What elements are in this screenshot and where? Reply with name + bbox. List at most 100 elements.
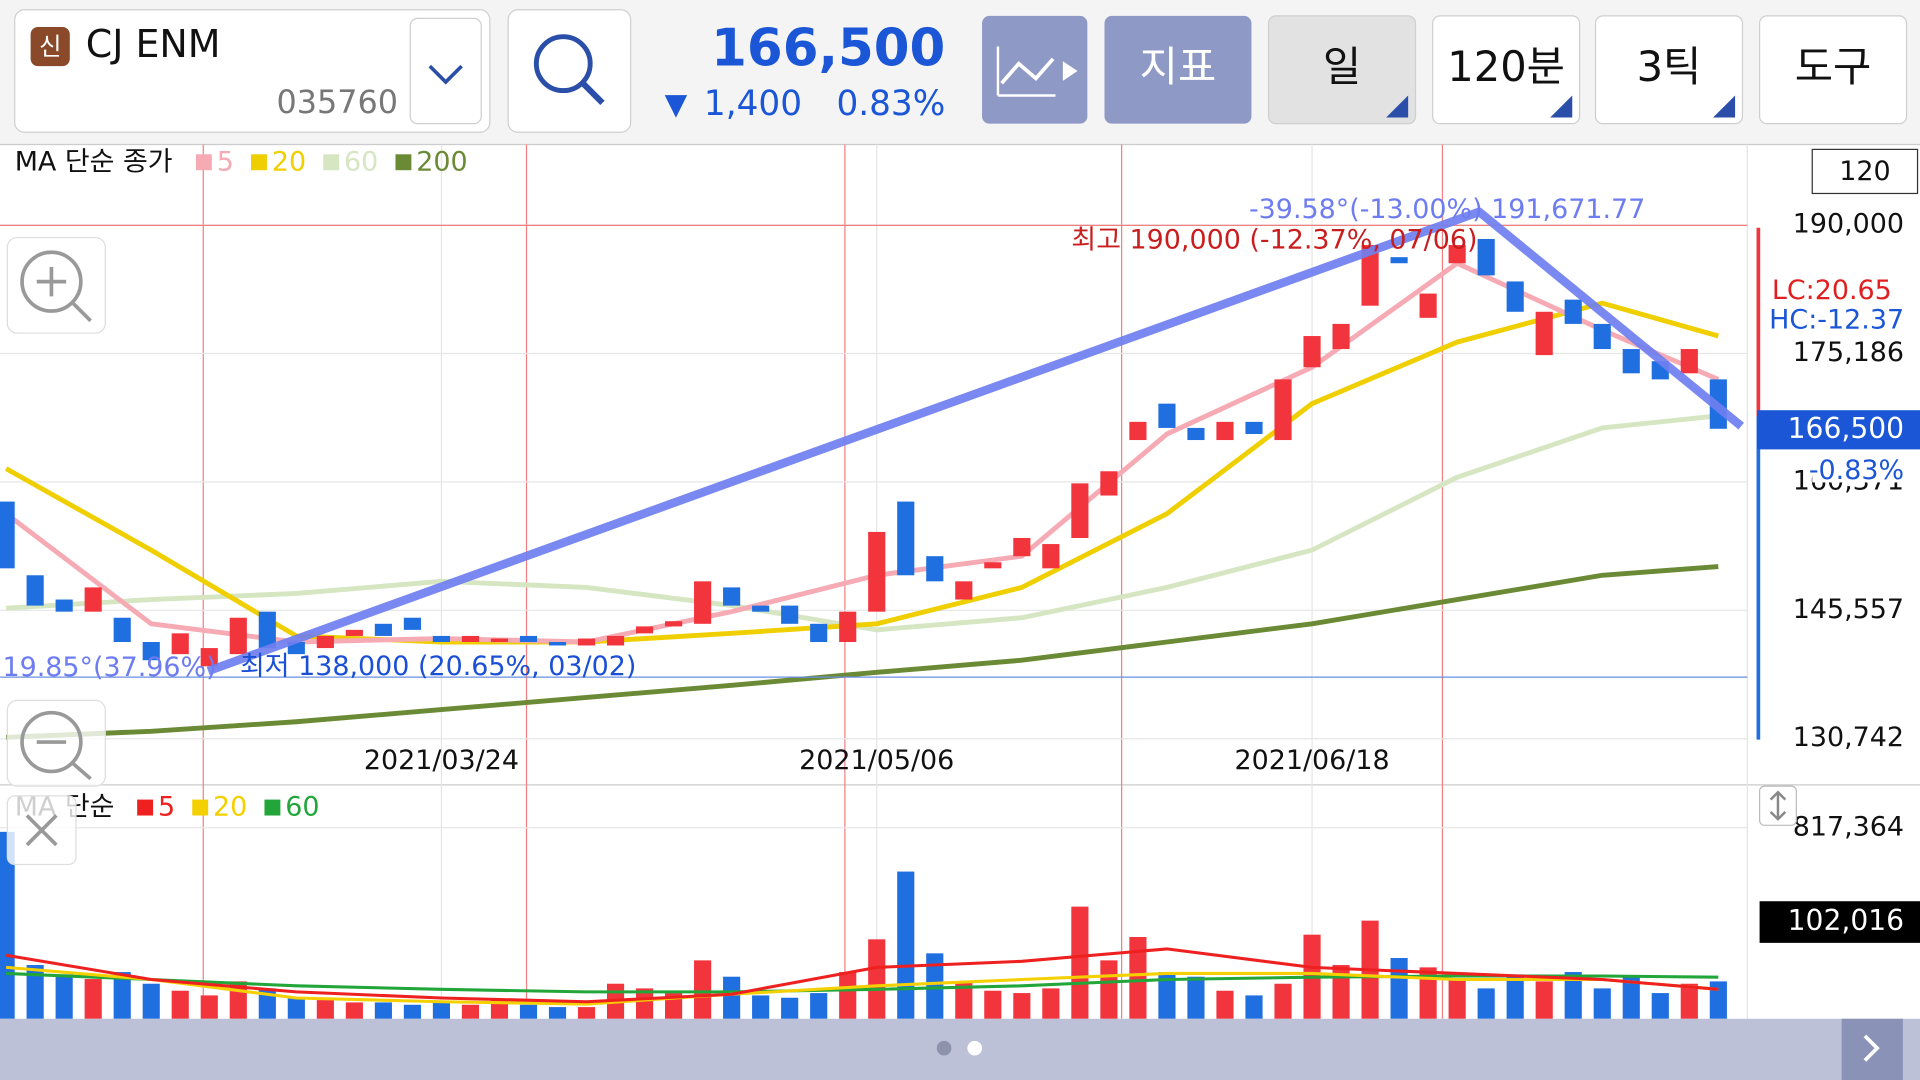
- volume-bar: [519, 1004, 538, 1019]
- volume-bar: [1477, 988, 1495, 1019]
- candle: [1129, 421, 1147, 441]
- dropdown-button[interactable]: [409, 17, 482, 125]
- candle: [926, 556, 944, 582]
- volume-bar: [84, 979, 102, 1019]
- candle: [897, 501, 915, 576]
- volume-bar: [1651, 993, 1669, 1019]
- y-tick-label: 817,364: [1793, 811, 1904, 842]
- candle: [1361, 245, 1379, 306]
- volume-bar: [1506, 974, 1524, 1019]
- candle: [1477, 238, 1495, 276]
- candle: [1216, 421, 1234, 441]
- candle: [171, 633, 189, 655]
- current-price: 166,500: [711, 18, 945, 78]
- price-box-label: 166,500: [1788, 412, 1904, 445]
- indicator-button[interactable]: [1104, 15, 1252, 124]
- price-box: [1757, 410, 1920, 450]
- candle: [577, 638, 596, 646]
- legend-swatch: [264, 799, 281, 816]
- volume-average: [5, 947, 1719, 1004]
- button-label: 도구: [1795, 42, 1872, 91]
- volume-bar: [432, 1002, 450, 1019]
- badge: [30, 26, 70, 67]
- period-box[interactable]: [1811, 148, 1919, 195]
- volume-bar: [1564, 972, 1582, 1019]
- volume-bar: [984, 990, 1002, 1019]
- trend-line: [206, 207, 1744, 676]
- volume-bar: [1274, 983, 1292, 1019]
- candle: [1448, 245, 1466, 264]
- volume-bar: [1419, 967, 1437, 1019]
- zoom-in-icon: [20, 250, 83, 313]
- next-button[interactable]: [1841, 1018, 1903, 1080]
- volume-bar: [1622, 976, 1640, 1019]
- legend-label: 20: [213, 792, 247, 823]
- volume-bar: [1013, 993, 1031, 1019]
- volume-bar: [548, 1007, 567, 1019]
- candle: [636, 626, 654, 634]
- volume-bar: [1709, 981, 1727, 1019]
- tick-button[interactable]: [1594, 15, 1744, 125]
- candle: [1071, 483, 1089, 538]
- candle: [1564, 299, 1582, 324]
- candle: [519, 635, 538, 643]
- x-tick-label: 2021/05/06: [799, 745, 954, 776]
- volume-bar: [142, 983, 160, 1019]
- candle: [26, 575, 44, 606]
- candle: [1245, 421, 1263, 434]
- candle: [694, 581, 712, 624]
- badge-text: 신: [39, 32, 62, 61]
- candle: [752, 605, 770, 612]
- page-dot[interactable]: [936, 1040, 952, 1056]
- volume-bar: [1042, 988, 1060, 1019]
- volume-bar: [316, 1000, 334, 1019]
- legend-swatch: [323, 154, 340, 171]
- search-button[interactable]: [507, 9, 632, 133]
- volume-bar: [1187, 976, 1205, 1019]
- change-arrow: ▼: [665, 87, 688, 121]
- volume-average: [5, 965, 1719, 1006]
- candle: [1332, 323, 1350, 350]
- volume-bar: [374, 1002, 392, 1019]
- chart-icon-arrow: [1062, 61, 1078, 81]
- candle: [839, 611, 857, 643]
- zoom-out-icon: [36, 740, 92, 781]
- volume-bar: [1245, 995, 1263, 1019]
- volume-bar: [490, 1000, 509, 1019]
- candle: [55, 599, 73, 612]
- volume-bar: [403, 1004, 421, 1019]
- legend-label: 60: [285, 792, 319, 823]
- legend-swatch: [192, 799, 209, 816]
- candle: [665, 621, 683, 627]
- candle: [1680, 349, 1698, 374]
- search-icon-handle: [580, 81, 605, 106]
- volume-bar: [287, 997, 305, 1019]
- annotation: -39.58°(-13.00%) 191,671.77: [1249, 194, 1645, 225]
- y-tick-label: 175,186: [1793, 337, 1904, 368]
- candle: [142, 642, 160, 661]
- volume-bar: [0, 831, 15, 1019]
- volume-bar: [1158, 972, 1176, 1019]
- volume-bar: [171, 990, 189, 1019]
- day-button[interactable]: [1267, 15, 1417, 125]
- y-tick-label: 130,742: [1793, 722, 1904, 753]
- page-dot[interactable]: [967, 1040, 983, 1056]
- mark-layer: [0, 238, 1727, 1019]
- stock-selector[interactable]: [14, 9, 491, 133]
- candle: [1013, 537, 1031, 557]
- volume-bar: [1535, 981, 1553, 1019]
- rate-bg: [1812, 455, 1917, 483]
- candle: [548, 642, 567, 646]
- footer-bar: [0, 1018, 1920, 1080]
- volume-bar: [577, 1007, 596, 1019]
- volume-bar: [345, 1002, 363, 1019]
- minute-button[interactable]: [1432, 15, 1581, 125]
- candle: [229, 617, 247, 655]
- candle: [1042, 544, 1060, 569]
- candle: [606, 635, 625, 646]
- volume-bar: [26, 965, 44, 1019]
- legend-swatch: [395, 154, 412, 171]
- tools-button[interactable]: [1758, 15, 1908, 125]
- candle: [1187, 427, 1205, 441]
